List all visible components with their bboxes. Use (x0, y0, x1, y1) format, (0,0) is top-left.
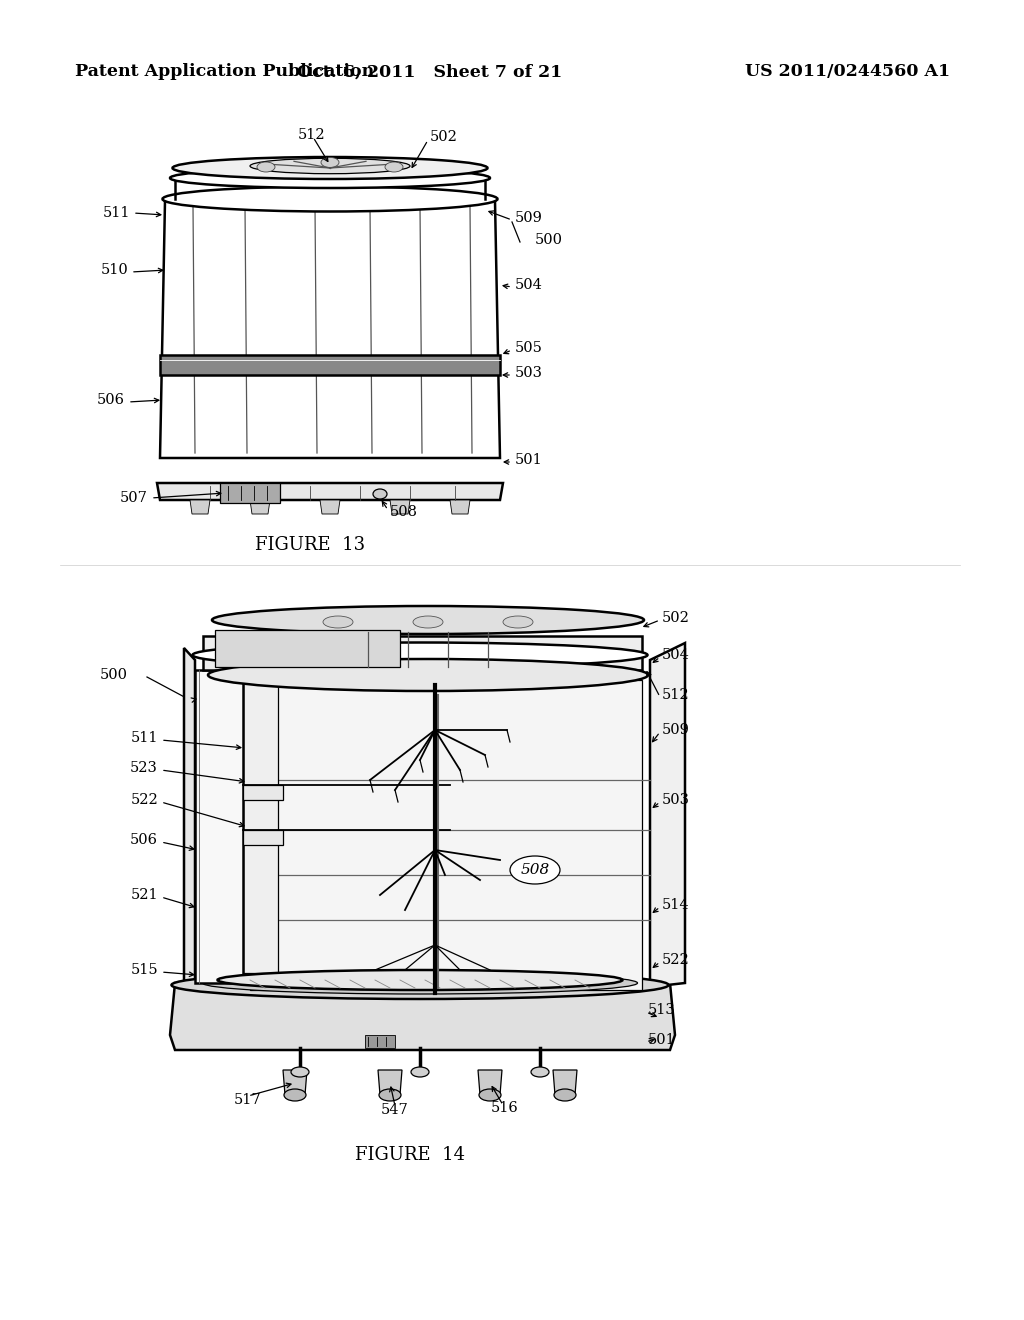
Ellipse shape (193, 643, 647, 668)
Polygon shape (650, 643, 685, 987)
Polygon shape (157, 483, 503, 500)
Text: 503: 503 (662, 793, 690, 807)
Ellipse shape (170, 168, 490, 187)
Text: 547: 547 (381, 1104, 409, 1117)
Text: 512: 512 (298, 128, 326, 143)
Polygon shape (195, 671, 243, 983)
Text: FIGURE  14: FIGURE 14 (355, 1146, 465, 1164)
Text: 513: 513 (648, 1003, 676, 1016)
Text: 515: 515 (130, 964, 158, 977)
Ellipse shape (172, 157, 487, 180)
Ellipse shape (212, 606, 644, 634)
Ellipse shape (554, 1089, 575, 1101)
Polygon shape (283, 1071, 307, 1096)
Ellipse shape (531, 1067, 549, 1077)
Polygon shape (660, 643, 685, 985)
Polygon shape (365, 1035, 395, 1048)
Polygon shape (184, 648, 195, 987)
Ellipse shape (503, 616, 534, 628)
Ellipse shape (171, 972, 669, 999)
Polygon shape (170, 983, 675, 1049)
Ellipse shape (510, 855, 560, 884)
Ellipse shape (379, 1089, 401, 1101)
Text: 508: 508 (390, 506, 418, 519)
Ellipse shape (163, 186, 498, 211)
Polygon shape (250, 680, 642, 990)
Text: 507: 507 (120, 491, 148, 506)
Text: 500: 500 (100, 668, 128, 682)
Polygon shape (190, 500, 210, 513)
Polygon shape (160, 355, 500, 375)
Polygon shape (250, 500, 270, 513)
Polygon shape (553, 1071, 577, 1096)
Ellipse shape (479, 1089, 501, 1101)
Ellipse shape (291, 1067, 309, 1077)
Text: 505: 505 (515, 341, 543, 355)
Text: 500: 500 (535, 234, 563, 247)
Text: 503: 503 (515, 366, 543, 380)
Polygon shape (243, 785, 283, 800)
Ellipse shape (411, 1067, 429, 1077)
Text: 511: 511 (102, 206, 130, 220)
Text: 509: 509 (515, 211, 543, 224)
Polygon shape (215, 630, 400, 667)
Ellipse shape (413, 616, 443, 628)
Text: 522: 522 (662, 953, 690, 968)
Ellipse shape (250, 158, 410, 174)
Text: 509: 509 (662, 723, 690, 737)
Text: FIGURE  13: FIGURE 13 (255, 536, 366, 554)
Ellipse shape (257, 162, 275, 172)
Polygon shape (243, 830, 283, 845)
Text: 504: 504 (515, 279, 543, 292)
Ellipse shape (385, 162, 403, 172)
Text: 506: 506 (97, 393, 125, 407)
Text: 511: 511 (130, 731, 158, 744)
Polygon shape (450, 500, 470, 513)
Text: 512: 512 (662, 688, 689, 702)
Text: 501: 501 (515, 453, 543, 467)
Polygon shape (203, 636, 642, 671)
Text: 517: 517 (234, 1093, 262, 1107)
Polygon shape (243, 675, 278, 973)
Text: US 2011/0244560 A1: US 2011/0244560 A1 (744, 63, 950, 81)
Ellipse shape (284, 1089, 306, 1101)
Polygon shape (319, 500, 340, 513)
Text: 516: 516 (492, 1101, 519, 1115)
Polygon shape (378, 1071, 402, 1096)
Text: 523: 523 (130, 762, 158, 775)
Text: 510: 510 (100, 263, 128, 277)
Polygon shape (220, 483, 280, 503)
Ellipse shape (323, 616, 353, 628)
Text: 502: 502 (430, 129, 458, 144)
Text: 501: 501 (648, 1034, 676, 1047)
Ellipse shape (321, 157, 339, 168)
Text: Oct. 6, 2011   Sheet 7 of 21: Oct. 6, 2011 Sheet 7 of 21 (297, 63, 562, 81)
Polygon shape (478, 1071, 502, 1096)
Ellipse shape (208, 659, 648, 690)
Ellipse shape (373, 488, 387, 499)
Ellipse shape (217, 970, 623, 990)
Text: 514: 514 (662, 898, 689, 912)
Text: 506: 506 (130, 833, 158, 847)
Polygon shape (160, 201, 500, 458)
Text: 502: 502 (662, 611, 690, 624)
Text: 521: 521 (130, 888, 158, 902)
Text: Patent Application Publication: Patent Application Publication (75, 63, 374, 81)
Text: 508: 508 (520, 863, 550, 876)
Text: 522: 522 (130, 793, 158, 807)
Text: 504: 504 (662, 648, 690, 663)
Ellipse shape (203, 972, 638, 994)
Polygon shape (390, 500, 410, 513)
